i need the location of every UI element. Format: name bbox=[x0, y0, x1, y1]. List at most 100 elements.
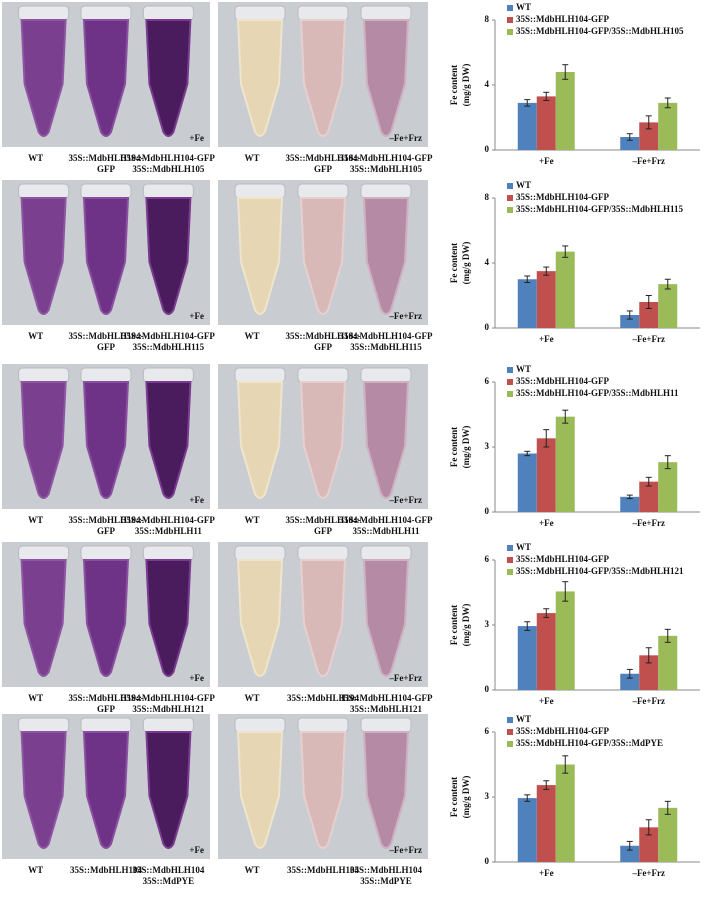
sample-label: GFP bbox=[97, 526, 115, 536]
error-bar bbox=[562, 64, 569, 80]
tube bbox=[236, 197, 284, 315]
y-axis-label: (mg/g DW) bbox=[461, 604, 471, 647]
tube-cap bbox=[297, 545, 349, 561]
tube bbox=[236, 731, 284, 849]
error-bar bbox=[562, 245, 569, 258]
legend-swatch bbox=[507, 5, 513, 11]
sample-label: GFP bbox=[314, 342, 332, 352]
sample-label: 35S::MdbHLH104- bbox=[285, 331, 360, 341]
x-tick-label: –Fe+Frz bbox=[631, 156, 665, 166]
bar bbox=[658, 102, 678, 150]
bar bbox=[536, 785, 556, 862]
y-tick-label: 8 bbox=[485, 14, 490, 24]
sample-label: WT bbox=[244, 693, 259, 703]
error-bar bbox=[664, 97, 671, 109]
error-bar bbox=[543, 429, 550, 448]
error-bar bbox=[626, 668, 633, 679]
tube bbox=[82, 559, 130, 677]
sample-label: GFP bbox=[97, 704, 115, 714]
y-tick-label: 3 bbox=[485, 619, 490, 629]
condition-label: –Fe+Frz bbox=[388, 495, 422, 505]
error-bar bbox=[524, 450, 531, 457]
bar bbox=[620, 137, 640, 150]
sample-label: 35S::MdbHLH104-GFP bbox=[339, 515, 433, 525]
sample-label: 35S::MdbHLH104-GFP bbox=[122, 153, 216, 163]
y-tick-label: 0 bbox=[485, 144, 490, 154]
y-tick-label: 6 bbox=[485, 726, 490, 736]
tube-cap bbox=[142, 545, 194, 561]
condition-label: +Fe bbox=[189, 133, 204, 143]
tube-cap bbox=[80, 5, 132, 21]
sample-label: 35S::MdbHLH104- bbox=[68, 693, 143, 703]
tube bbox=[82, 381, 130, 499]
y-tick-label: 8 bbox=[485, 192, 490, 202]
sample-label: 35S::MdbHLH104 bbox=[350, 865, 423, 875]
y-axis-label: (mg/g DW) bbox=[461, 426, 471, 469]
error-bar bbox=[626, 840, 633, 851]
error-bar bbox=[524, 621, 531, 631]
error-bar bbox=[645, 819, 652, 836]
sample-label: 35S::MdbHLH104 bbox=[70, 865, 143, 875]
bar bbox=[620, 315, 640, 328]
tube bbox=[236, 559, 284, 677]
error-bar bbox=[524, 275, 531, 283]
bar bbox=[517, 102, 537, 150]
legend-swatch bbox=[507, 391, 513, 397]
tube bbox=[299, 197, 347, 315]
x-tick-label: –Fe+Frz bbox=[631, 696, 665, 706]
legend-label: 35S::MdbHLH104-GFP/35S::MdbHLH105 bbox=[516, 26, 684, 36]
y-tick-label: 0 bbox=[485, 856, 490, 866]
y-axis-label: Fe content bbox=[449, 777, 459, 817]
bar bbox=[555, 416, 575, 512]
error-bar bbox=[664, 455, 671, 470]
tube bbox=[362, 19, 410, 137]
legend-label: WT bbox=[516, 2, 531, 12]
legend-label: 35S::MdbHLH104-GFP bbox=[516, 376, 610, 386]
bar bbox=[639, 122, 659, 150]
x-tick-label: +Fe bbox=[539, 156, 554, 166]
sample-label: 35S::MdbHLH105 bbox=[132, 164, 205, 174]
tube bbox=[299, 731, 347, 849]
legend-label: 35S::MdbHLH104-GFP bbox=[516, 192, 610, 202]
tube-cap bbox=[80, 717, 132, 733]
y-axis-label: (mg/g DW) bbox=[461, 64, 471, 107]
y-axis-label: Fe content bbox=[449, 427, 459, 467]
tube-cap bbox=[18, 717, 70, 733]
x-tick-label: +Fe bbox=[539, 868, 554, 878]
tube bbox=[145, 19, 192, 137]
tube-cap bbox=[360, 545, 412, 561]
tube-cap bbox=[142, 717, 194, 733]
condition-label: +Fe bbox=[189, 673, 204, 683]
sample-label: WT bbox=[244, 331, 259, 341]
bar bbox=[536, 96, 556, 150]
x-tick-label: –Fe+Frz bbox=[631, 868, 665, 878]
y-tick-label: 3 bbox=[485, 791, 490, 801]
sample-label: WT bbox=[28, 515, 43, 525]
sample-label: 35S::MdPYE bbox=[143, 876, 195, 886]
bar bbox=[517, 798, 537, 862]
sample-label: 35S::MdbHLH104- bbox=[68, 153, 143, 163]
tube-cap bbox=[297, 367, 349, 383]
y-tick-label: 0 bbox=[485, 322, 490, 332]
condition-label: –Fe+Frz bbox=[388, 673, 422, 683]
tube bbox=[82, 19, 130, 137]
tube-cap bbox=[18, 183, 70, 199]
bar bbox=[555, 72, 575, 150]
sample-label: GFP bbox=[97, 342, 115, 352]
error-bar bbox=[524, 794, 531, 802]
sample-label: WT bbox=[28, 865, 43, 875]
legend-label: 35S::MdbHLH104-GFP/35S::MdbHLH115 bbox=[516, 204, 684, 214]
bar bbox=[555, 764, 575, 862]
x-tick-label: –Fe+Frz bbox=[631, 334, 665, 344]
sample-label: 35S::MdbHLH105 bbox=[350, 164, 423, 174]
legend-swatch bbox=[507, 367, 513, 373]
error-bar bbox=[562, 581, 569, 602]
tube bbox=[236, 19, 284, 137]
legend-swatch bbox=[507, 379, 513, 385]
sample-label: GFP bbox=[314, 526, 332, 536]
tube-cap bbox=[234, 717, 286, 733]
y-tick-label: 6 bbox=[485, 554, 490, 564]
condition-label: +Fe bbox=[189, 495, 204, 505]
tube-cap bbox=[234, 5, 286, 21]
